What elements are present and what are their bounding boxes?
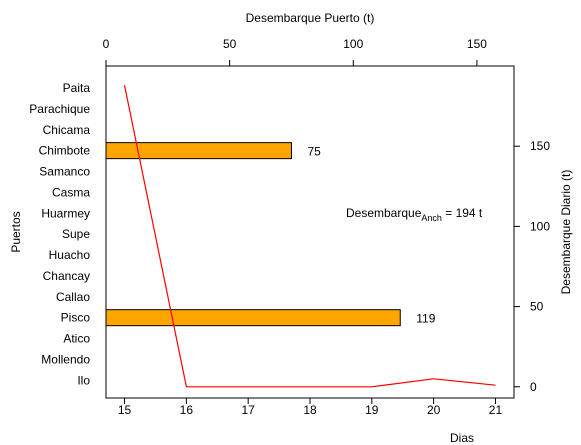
category-label: Mollendo xyxy=(41,352,90,366)
top-tick-label: 150 xyxy=(467,37,487,51)
category-label: Parachique xyxy=(29,102,90,116)
category-label: Chicama xyxy=(43,123,91,137)
line-series xyxy=(123,85,496,388)
right-tick-label: 150 xyxy=(530,139,550,153)
right-tick-label: 50 xyxy=(530,300,544,314)
bottom-tick-label: 16 xyxy=(180,403,194,417)
left-axis: Paita Parachique Chicama Chimbote Samanco Cas… xyxy=(29,81,90,387)
top-tick-label: 0 xyxy=(103,37,110,51)
category-label: Supe xyxy=(62,227,90,241)
bottom-tick-label: 18 xyxy=(303,403,317,417)
daily-landing-line xyxy=(123,85,496,388)
bottom-tick-label: 17 xyxy=(242,403,256,417)
category-label: Huacho xyxy=(49,248,91,262)
category-label: Samanco xyxy=(39,165,90,179)
annotation-subscript: Anch xyxy=(421,213,442,223)
right-axis: 0 50 100 150 xyxy=(513,139,550,394)
bar-label-pisco: 119 xyxy=(416,312,435,326)
top-axis-title: Desembarque Puerto (t) xyxy=(246,11,375,25)
category-label: Atico xyxy=(63,332,90,346)
left-axis-title: Puertos xyxy=(9,211,23,252)
bottom-tick-label: 15 xyxy=(118,403,132,417)
right-tick-label: 100 xyxy=(530,219,550,233)
bars: 75 119 xyxy=(105,142,436,327)
top-tick-label: 100 xyxy=(343,37,363,51)
category-label: Ilo xyxy=(77,373,90,387)
category-label: Callao xyxy=(56,290,90,304)
right-tick-label: 0 xyxy=(530,380,537,394)
category-label: Huarmey xyxy=(41,206,90,220)
annotation: DesembarqueAnch = 194 t xyxy=(346,206,483,223)
plot-frame xyxy=(105,65,515,399)
bottom-tick-label: 20 xyxy=(427,403,441,417)
bottom-axis-title: Dias xyxy=(450,431,474,445)
bar-chimbote xyxy=(105,142,292,160)
annotation-rest: = 194 t xyxy=(442,206,483,220)
bar-label-chimbote: 75 xyxy=(307,145,321,159)
bar-pisco xyxy=(105,309,401,327)
top-tick-label: 50 xyxy=(223,37,237,51)
category-label: Chancay xyxy=(43,269,90,283)
category-label: Pisco xyxy=(61,311,91,325)
annotation-main: Desembarque xyxy=(346,206,422,220)
category-label: Paita xyxy=(63,81,91,95)
bottom-tick-label: 21 xyxy=(489,403,503,417)
right-axis-title: Desembarque Diario (t) xyxy=(559,170,573,295)
top-axis: 0 50 100 150 xyxy=(103,37,487,67)
category-label: Casma xyxy=(52,185,90,199)
bottom-axis: 15 16 17 18 19 20 21 xyxy=(118,397,503,417)
bottom-tick-label: 19 xyxy=(365,403,379,417)
category-label: Chimbote xyxy=(39,144,91,158)
